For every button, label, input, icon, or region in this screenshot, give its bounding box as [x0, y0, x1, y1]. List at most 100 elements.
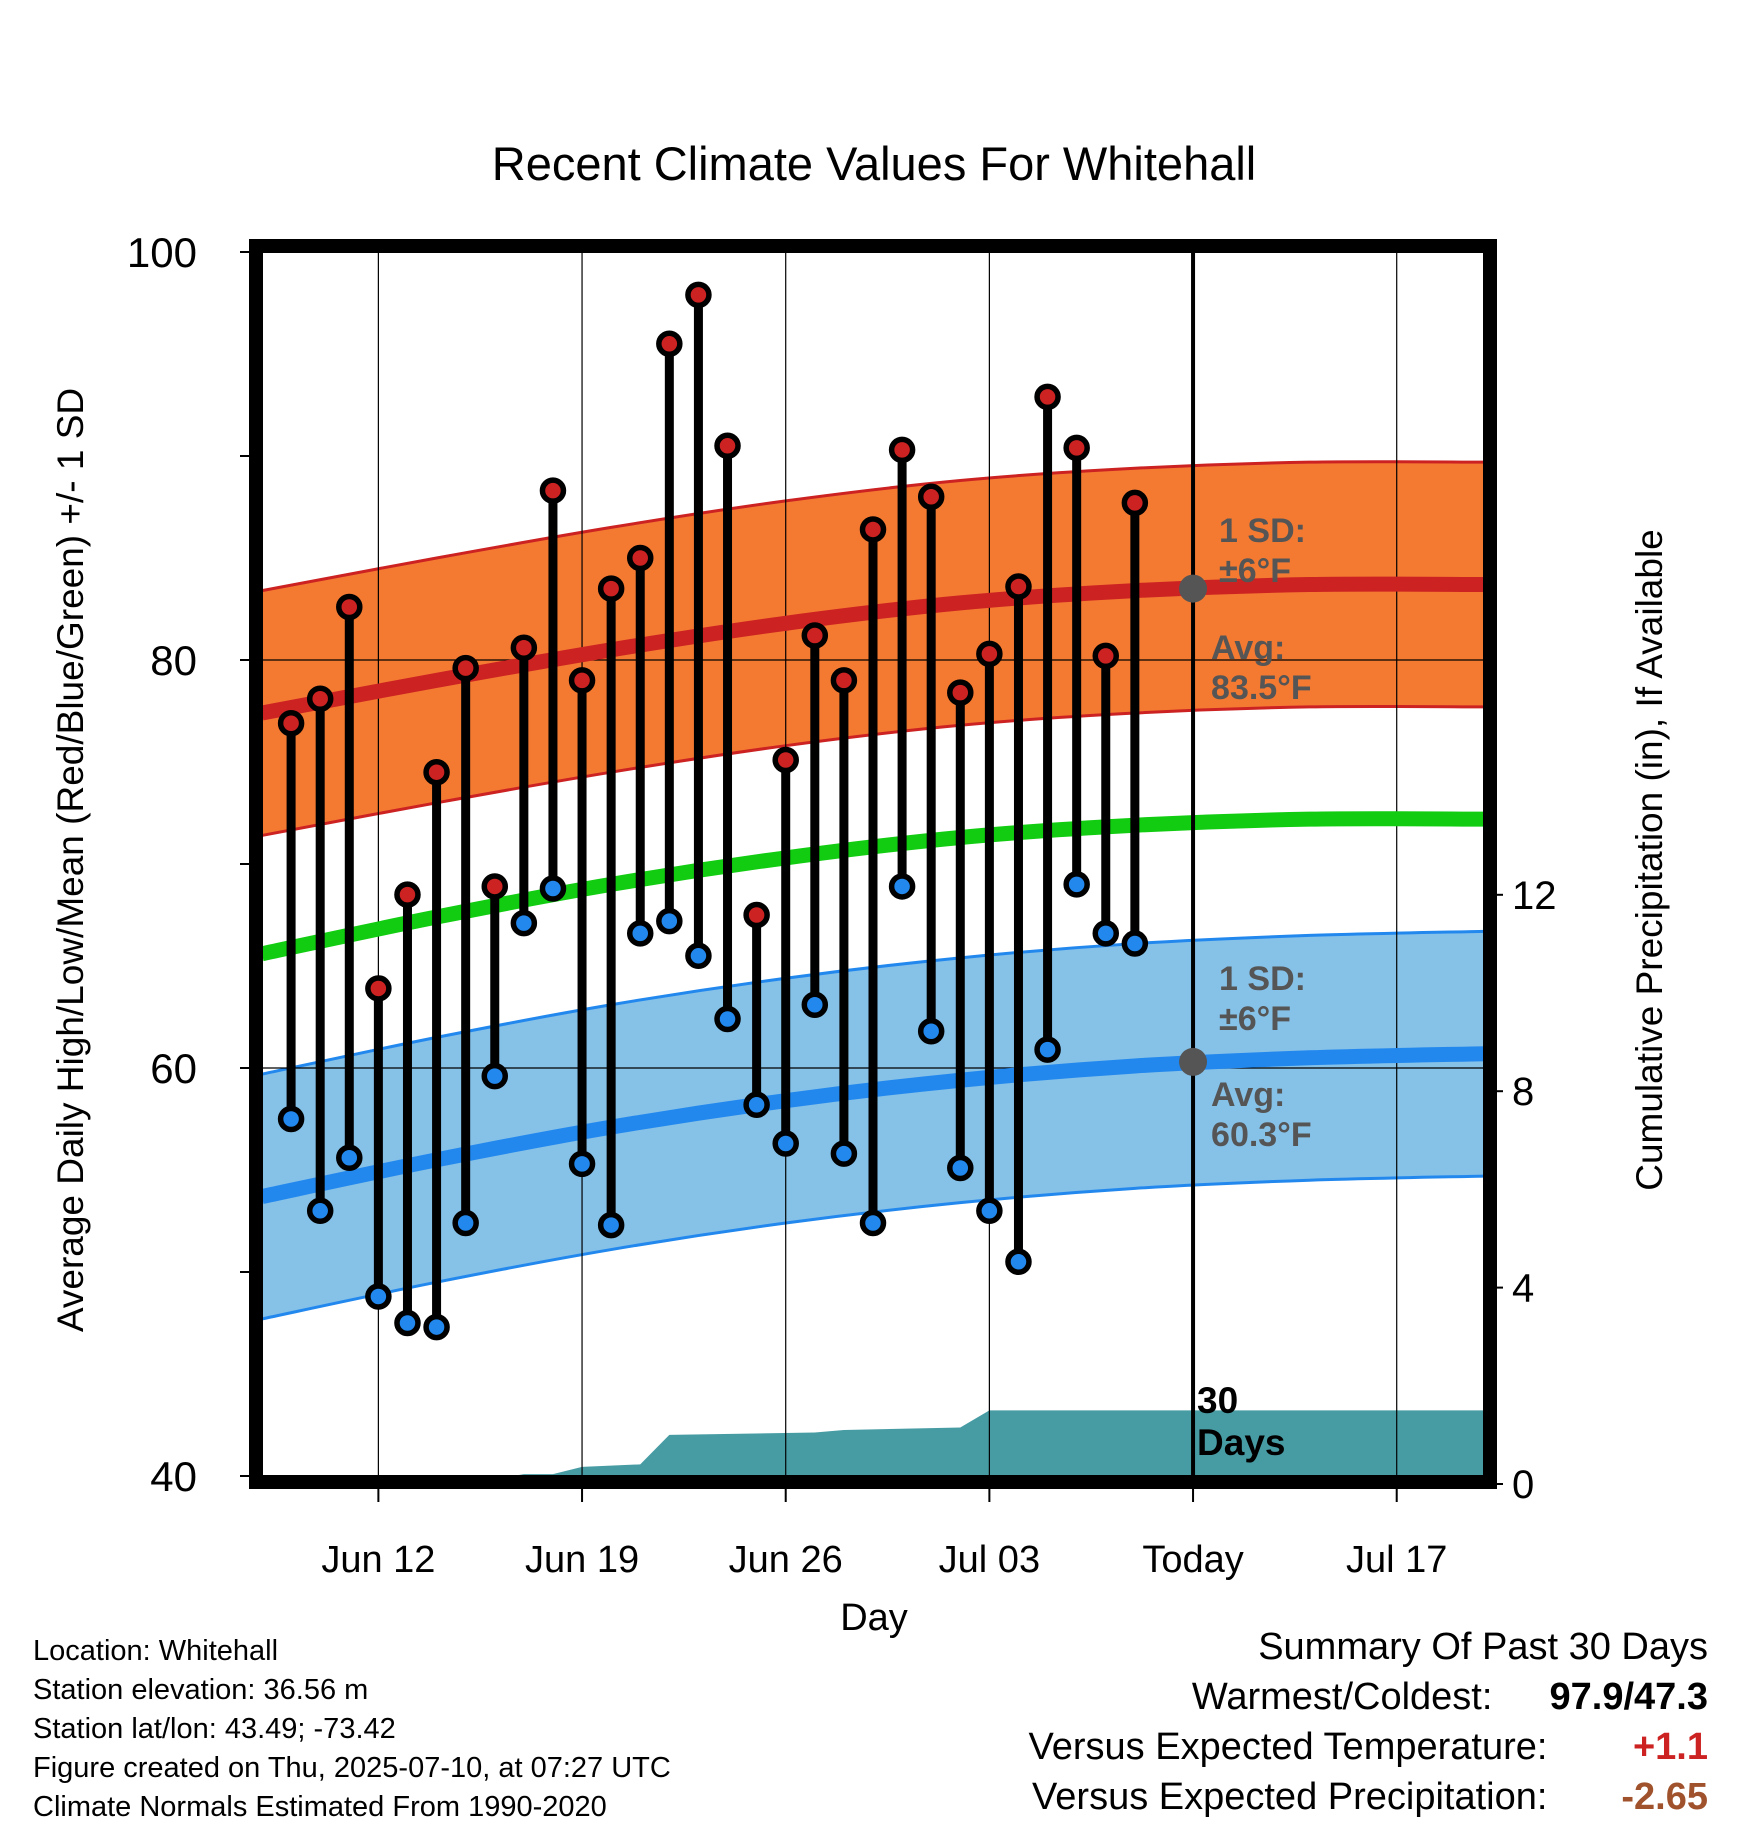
y2-tick-label: 8 [1512, 1070, 1534, 1114]
daily-low-point [801, 991, 829, 1019]
daily-low-point [510, 909, 538, 937]
daily-high-point [423, 758, 450, 786]
daily-low-point [772, 1130, 799, 1157]
daily-low-point [1092, 920, 1120, 947]
precip-anomaly-label: Versus Expected Precipitation: [1032, 1776, 1548, 1818]
daily-low-point [1063, 871, 1090, 898]
today-low-avg-marker [1179, 1047, 1208, 1076]
high-sd-upper-edge [261, 460, 1485, 593]
daily-low-point [947, 1154, 974, 1182]
period-label-unit: Days [1197, 1422, 1285, 1463]
summary-precip: Versus Expected Precipitation: -2.65 [1029, 1772, 1708, 1822]
daily-low-point [888, 873, 916, 900]
y-tick-label: 60 [150, 1045, 197, 1092]
daily-low-point [626, 920, 654, 947]
daily-low-point [568, 1150, 596, 1178]
low-sd-value: ±6°F [1219, 1000, 1291, 1038]
daily-high-point [859, 516, 887, 543]
y-axis-label: Average Daily High/Low/Mean (Red/Blue/Gr… [50, 388, 91, 1332]
daily-high-point [394, 881, 421, 908]
daily-low-point [976, 1197, 1003, 1225]
high-avg-value: 83.5°F [1211, 669, 1312, 707]
y-tick-label: 100 [127, 229, 197, 276]
daily-low-point [830, 1140, 858, 1167]
daily-low-point [597, 1211, 625, 1239]
daily-high-point [801, 622, 829, 649]
high-avg-label: Avg: [1211, 629, 1285, 667]
high-sd-label: 1 SD: [1219, 512, 1306, 550]
y-tick-label: 80 [150, 637, 197, 684]
temp-anomaly-label: Versus Expected Temperature: [1028, 1726, 1548, 1768]
daily-high-point [1063, 434, 1090, 462]
daily-high-point [917, 483, 945, 511]
daily-high-point [568, 667, 596, 694]
daily-low-point [336, 1144, 363, 1172]
daily-low-point [714, 1005, 741, 1033]
daily-high-point [947, 679, 974, 706]
precip-area [513, 1410, 1484, 1476]
daily-high-point [772, 746, 799, 774]
precip-anomaly-value: -2.65 [1621, 1776, 1708, 1818]
daily-high-point [976, 640, 1003, 668]
daily-high-point [685, 281, 712, 309]
y2-tick-label: 12 [1512, 874, 1557, 918]
today-high-avg-marker [1179, 574, 1208, 603]
low-sd-label: 1 SD: [1219, 960, 1306, 998]
x-tick-label: Jul 17 [1346, 1539, 1447, 1581]
daily-low-point [917, 1018, 945, 1045]
daily-low-point [1121, 930, 1149, 957]
y2-tick-label: 0 [1512, 1463, 1534, 1507]
daily-high-point [277, 709, 305, 737]
low-avg-label: Avg: [1211, 1076, 1285, 1114]
warm-cold-value: 97.9/47.3 [1549, 1676, 1708, 1718]
summary-title: Summary Of Past 30 Days [1258, 1626, 1708, 1668]
daily-low-point [481, 1062, 509, 1090]
normals-text: Climate Normals Estimated From 1990-2020 [33, 1791, 607, 1823]
x-tick-label: Jul 03 [939, 1539, 1040, 1581]
daily-high-point [306, 685, 334, 713]
daily-high-point [714, 432, 741, 460]
daily-high-point [1034, 383, 1061, 411]
x-axis-label: Day [840, 1597, 908, 1639]
plot-frame [249, 239, 1497, 1489]
latlon-text: Station lat/lon: 43.49; -73.42 [33, 1713, 396, 1745]
daily-high-point [1005, 573, 1032, 600]
daily-high-point [597, 575, 625, 602]
daily-low-point [859, 1209, 887, 1237]
x-tick-label: Jun 19 [525, 1539, 639, 1581]
daily-low-point [539, 875, 567, 902]
daily-low-point [394, 1309, 421, 1337]
daily-low-point [743, 1091, 770, 1118]
summary-temp: Versus Expected Temperature: +1.1 [1029, 1722, 1708, 1772]
daily-high-point [743, 901, 770, 929]
temp-anomaly-value: +1.1 [1632, 1726, 1708, 1768]
daily-low-point [656, 907, 683, 935]
daily-high-point [452, 654, 479, 682]
station-info: Location: Whitehall Station elevation: 3… [33, 1632, 671, 1827]
daily-low-point [685, 942, 712, 970]
daily-high-point [626, 544, 654, 572]
daily-high-point [830, 667, 858, 694]
warm-cold-label: Warmest/Coldest: [1191, 1676, 1493, 1718]
daily-low-point [452, 1209, 479, 1237]
daily-high-point [539, 477, 567, 504]
created-text: Figure created on Thu, 2025-07-10, at 07… [33, 1752, 671, 1784]
chart-title: Recent Climate Values For Whitehall [492, 137, 1256, 190]
daily-low-point [1005, 1248, 1032, 1276]
period-label-count: 30 [1197, 1380, 1238, 1421]
daily-low-point [365, 1283, 392, 1310]
daily-high-point [888, 436, 916, 464]
y2-tick-label: 4 [1512, 1267, 1534, 1311]
daily-high-point [481, 873, 509, 900]
y2-axis-label: Cumulative Precipitation (in), If Availa… [1629, 529, 1670, 1191]
x-tick-label: Jun 26 [729, 1539, 843, 1581]
daily-high-point [510, 634, 538, 662]
high-sd-value: ±6°F [1219, 552, 1291, 590]
low-avg-value: 60.3°F [1211, 1116, 1312, 1154]
daily-high-point [1092, 642, 1120, 670]
daily-high-point [336, 593, 363, 621]
x-tick-label: Jun 12 [321, 1539, 435, 1581]
location-text: Location: Whitehall [33, 1635, 279, 1667]
